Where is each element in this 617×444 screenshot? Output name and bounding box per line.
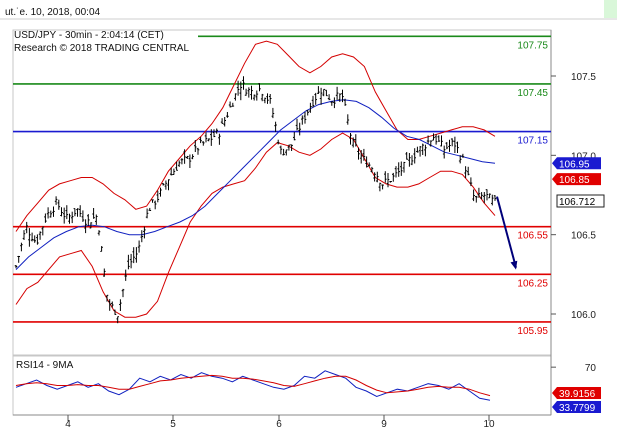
rsi-series-rsi bbox=[15, 370, 491, 401]
rsi-series-rsi_ma bbox=[15, 374, 491, 397]
right-axis-strip bbox=[551, 0, 617, 444]
rsi-y-tick-label: 70 bbox=[585, 363, 597, 374]
x-tick-label: 5 bbox=[170, 419, 176, 430]
header-date: ut.˙e. 10, 2018, 00:04 bbox=[5, 7, 101, 18]
x-tick-label: 9 bbox=[381, 419, 387, 430]
level-label: 107.75 bbox=[517, 40, 548, 51]
rsi-title: RSI14 - 9MA bbox=[16, 360, 74, 371]
level-label: 106.55 bbox=[517, 231, 548, 242]
y-tick-label: 107.5 bbox=[571, 72, 596, 83]
forecast-arrow-shaft bbox=[496, 196, 517, 268]
header-research: Research © 2018 TRADING CENTRAL bbox=[14, 43, 190, 54]
price-badge-blue-box bbox=[552, 157, 601, 170]
level-label: 107.15 bbox=[517, 136, 548, 147]
x-tick-label: 4 bbox=[65, 419, 71, 430]
level-label: 106.25 bbox=[517, 278, 548, 289]
y-tick-label: 107.0 bbox=[571, 151, 596, 162]
header-symbol: USD/JPY - 30min - 2:04:14 (CET) bbox=[14, 30, 164, 41]
y-tick-label: 106.5 bbox=[571, 231, 596, 242]
rsi-badge-red-label: 39.9156 bbox=[559, 389, 596, 400]
price-badge-red-label: 106.85 bbox=[559, 175, 590, 186]
x-tick-label: 10 bbox=[483, 419, 495, 430]
series-moving_average bbox=[15, 99, 496, 270]
rsi-badge-blue-label: 33.7799 bbox=[559, 403, 596, 414]
price-badge-last-label: 106.712 bbox=[559, 197, 596, 208]
level-label: 105.95 bbox=[517, 326, 548, 337]
forecast-arrow-head bbox=[510, 260, 518, 270]
x-tick-label: 6 bbox=[276, 419, 282, 430]
series-bollinger_upper bbox=[15, 40, 496, 232]
rsi-badge-red-box bbox=[552, 387, 601, 399]
price-badge-red-box bbox=[552, 173, 601, 186]
price-panel bbox=[12, 29, 552, 356]
y-tick-label: 106.0 bbox=[571, 310, 596, 321]
price-badge-blue-label: 106.95 bbox=[559, 159, 590, 170]
top-right-corner bbox=[604, 0, 617, 18]
level-label: 107.45 bbox=[517, 88, 548, 99]
price-badge-last-box bbox=[556, 194, 605, 208]
series-bollinger_lower bbox=[15, 132, 496, 318]
rsi-badge-blue-box bbox=[552, 401, 601, 413]
